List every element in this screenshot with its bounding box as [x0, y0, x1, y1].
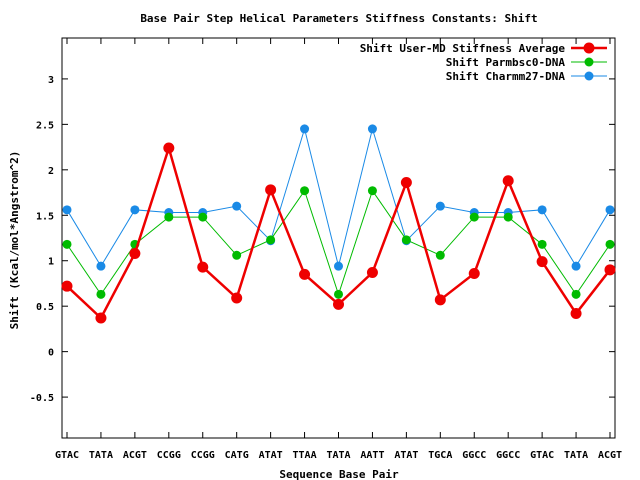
x-tick-label: GTAC — [55, 450, 79, 461]
data-point — [537, 205, 547, 215]
data-point — [300, 186, 310, 196]
data-point — [129, 247, 141, 259]
x-tick-label: GGCC — [496, 450, 520, 461]
series-0 — [61, 142, 616, 324]
y-tick-label: -0.5 — [30, 393, 54, 404]
data-point — [468, 267, 480, 279]
x-tick-label: TGCA — [428, 450, 452, 461]
chart-title: Base Pair Step Helical Parameters Stiffn… — [140, 12, 537, 25]
data-point — [95, 312, 107, 324]
data-point — [502, 175, 514, 187]
series-2 — [62, 124, 615, 271]
series-line — [66, 189, 611, 296]
data-point — [232, 201, 242, 211]
y-tick-label: 0.5 — [36, 302, 54, 313]
data-point — [536, 256, 548, 268]
data-point — [571, 289, 581, 299]
series-line — [66, 127, 611, 268]
y-tick-label: 2.5 — [36, 120, 54, 131]
x-tick-label: TTAA — [293, 450, 317, 461]
x-axis-ticks: GTAC TATA ACGT CCGG CCGG CATG ATAT TTAA TATA AATT… — [55, 38, 622, 461]
x-tick-label: TATA — [564, 450, 588, 461]
x-tick-label: TATA — [89, 450, 113, 461]
data-point — [61, 280, 73, 292]
data-point — [570, 307, 582, 319]
series-1 — [62, 186, 615, 299]
x-tick-label: ACGT — [123, 450, 147, 461]
data-point — [366, 267, 378, 279]
data-point — [164, 212, 174, 222]
legend-swatch-marker — [584, 57, 594, 67]
data-point — [62, 239, 72, 249]
legend-label: Shift Charmm27-DNA — [446, 70, 566, 83]
x-axis-label: Sequence Base Pair — [279, 468, 399, 480]
data-point — [434, 294, 446, 306]
data-point — [605, 205, 615, 215]
data-point — [198, 212, 208, 222]
data-point — [400, 177, 412, 189]
y-axis-label: Shift (Kcal/mol*Angstrom^2) — [8, 151, 21, 330]
data-point — [334, 289, 343, 299]
data-point — [367, 186, 377, 196]
x-tick-label: GTAC — [530, 450, 554, 461]
data-point — [265, 184, 277, 196]
y-tick-label: 1 — [48, 257, 54, 268]
data-point — [163, 142, 175, 154]
data-point — [604, 264, 616, 276]
data-point — [96, 261, 106, 271]
data-point — [435, 201, 445, 211]
y-tick-label: 2 — [48, 166, 54, 177]
data-point — [334, 261, 343, 271]
data-point — [367, 124, 377, 134]
data-point — [299, 268, 311, 280]
legend-label: Shift User-MD Stiffness Average — [360, 42, 566, 55]
data-point — [333, 298, 344, 310]
data-point — [503, 212, 513, 222]
y-tick-label: 0 — [48, 348, 54, 359]
data-point — [300, 124, 310, 134]
data-point — [469, 212, 479, 222]
legend-swatch-marker — [583, 42, 595, 54]
x-tick-label: ATAT — [259, 450, 283, 461]
legend-label: Shift Parmbsc0-DNA — [446, 56, 566, 69]
data-point — [266, 235, 276, 245]
x-tick-label: CCGG — [157, 450, 181, 461]
series-layer — [61, 124, 616, 324]
x-tick-label: ACGT — [598, 450, 622, 461]
data-point — [232, 250, 242, 260]
x-tick-label: AATT — [360, 450, 384, 461]
data-point — [605, 239, 615, 249]
data-point — [401, 235, 411, 245]
x-tick-label: ATAT — [394, 450, 418, 461]
data-point — [435, 250, 445, 260]
y-tick-label: 3 — [48, 75, 54, 86]
data-point — [130, 205, 140, 215]
data-point — [197, 261, 209, 273]
data-point — [96, 289, 106, 299]
x-tick-label: TATA — [326, 450, 350, 461]
x-tick-label: GGCC — [462, 450, 486, 461]
y-axis-ticks: -0.5 0 0.5 1 1.5 2 2.5 3 — [30, 75, 615, 404]
legend-swatch-marker — [584, 71, 594, 81]
data-point — [571, 261, 581, 271]
data-point — [62, 205, 72, 215]
x-tick-label: CCGG — [191, 450, 215, 461]
y-tick-label: 1.5 — [36, 211, 54, 222]
data-point — [537, 239, 547, 249]
data-point — [231, 292, 243, 304]
x-tick-label: CATG — [225, 450, 249, 461]
